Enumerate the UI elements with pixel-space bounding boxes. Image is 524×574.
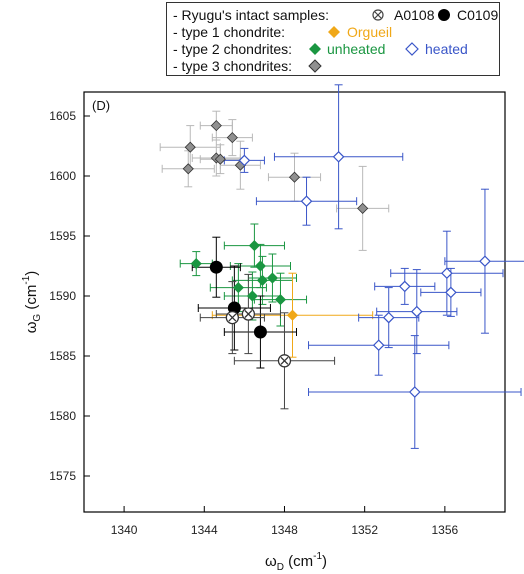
legend-row-ryugu-label: - Ryugu's intact samples: (173, 7, 329, 23)
heated-legend-icon (405, 42, 419, 56)
legend-row-type1-label: - type 1 chondrite: (173, 24, 286, 40)
y-tick-label: 1590 (49, 289, 76, 303)
point-type-3-chondrites (210, 120, 222, 132)
point-unheated (190, 258, 202, 270)
x-axis-label: ωD (cm-1) (265, 551, 327, 573)
point-heated (479, 255, 491, 268)
plot-frame (83, 91, 506, 513)
y-tick-label: 1585 (49, 349, 76, 363)
point-cross (280, 356, 289, 365)
point-heated (408, 386, 421, 398)
point-unheated (256, 274, 268, 286)
legend-row-type3-label: - type 3 chondrites: (173, 58, 293, 74)
data-points (182, 120, 491, 398)
legend: - Ryugu's intact samples: A0108 C0109 - … (166, 2, 500, 76)
unheated-legend-icon (309, 43, 321, 55)
legend-orgueil: Orgueil (347, 24, 393, 40)
point-a0108 (241, 307, 256, 321)
legend-heated: heated (425, 41, 468, 57)
point-cross (228, 313, 237, 322)
point-heated (445, 286, 457, 299)
point-heated (332, 150, 345, 163)
y-tick-label: 1575 (49, 469, 76, 483)
y-tick-label: 1600 (49, 169, 76, 183)
point-unheated (248, 240, 260, 252)
y-tick-label: 1580 (49, 409, 76, 423)
c0109-legend-icon (438, 9, 450, 21)
point-unheated (254, 260, 266, 272)
point-type-3-chondrites (226, 132, 238, 144)
x-tick-label: 1352 (351, 523, 378, 537)
point-a0108 (277, 354, 292, 368)
legend-c0109: C0109 (457, 7, 499, 23)
point-type-3-chondrites (182, 163, 194, 175)
point-unheated (266, 272, 279, 284)
point-a0108 (225, 310, 240, 325)
x-tick-label: 1356 (432, 523, 459, 537)
point-heated (410, 305, 423, 318)
legend-a0108: A0108 (394, 7, 435, 23)
a0108-legend-icon (372, 9, 384, 21)
point-heated (441, 267, 453, 280)
panel-label: (D) (92, 98, 110, 113)
y-tick-label: 1595 (49, 229, 76, 243)
orgueil-legend-icon (328, 26, 340, 38)
point-unheated (246, 290, 258, 302)
type3-legend-icon (308, 59, 322, 73)
point-heated (398, 280, 411, 293)
point-heated (238, 154, 251, 167)
point-orgueil (286, 309, 299, 321)
x-tick-label: 1344 (191, 523, 218, 537)
point-cross (244, 310, 253, 318)
axis-ticks: 1340 1344 1348 1352 1356 1575 1580 1585 1590 1595… (49, 109, 458, 537)
x-tick-label: 1340 (111, 523, 138, 537)
point-c0109 (253, 325, 267, 339)
legend-row-type2-label: - type 2 chondrites: (173, 41, 293, 57)
point-type-3-chondrites (184, 141, 196, 153)
point-type-3-chondrites (357, 202, 369, 214)
point-unheated (274, 294, 287, 306)
point-heated (300, 195, 313, 208)
point-heated (372, 339, 385, 352)
point-unheated (232, 282, 244, 294)
x-tick-label: 1348 (271, 523, 298, 537)
point-c0109 (209, 260, 223, 274)
point-type-3-chondrites (288, 171, 301, 183)
y-axis-label: ωG (cm-1) (21, 271, 43, 334)
legend-unheated: unheated (327, 41, 386, 57)
point-heated (382, 311, 395, 324)
point-type-3-chondrites (214, 153, 226, 165)
y-tick-label: 1605 (49, 109, 76, 123)
